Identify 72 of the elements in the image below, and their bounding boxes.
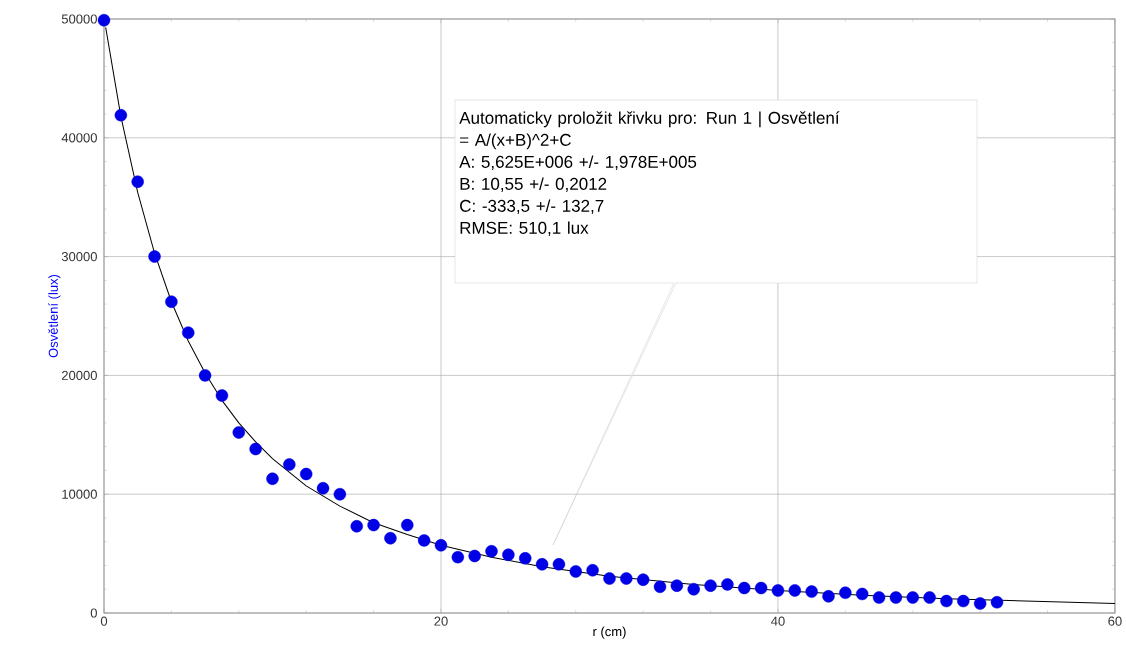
y-tick-label: 20000 <box>61 370 97 380</box>
point <box>569 565 582 578</box>
point <box>990 596 1004 609</box>
x-axis-title: r (cm) <box>593 626 626 639</box>
point <box>889 591 903 604</box>
y-tick-label: 50000 <box>61 14 97 24</box>
point <box>266 472 279 485</box>
annotation: C: -333,5 +/- 132,7 <box>460 199 604 214</box>
point <box>316 482 330 495</box>
x-tick-label: 40 <box>771 616 785 626</box>
y-tick-label: 40000 <box>61 133 97 143</box>
point <box>299 467 313 481</box>
point <box>434 539 448 552</box>
point <box>283 458 296 471</box>
point <box>653 580 667 594</box>
point <box>232 426 245 439</box>
point <box>872 591 886 604</box>
y-tick-label: 0 <box>90 608 97 618</box>
point <box>754 581 768 595</box>
point <box>148 250 161 263</box>
point <box>249 442 262 456</box>
point <box>805 585 818 598</box>
point <box>687 583 700 596</box>
point <box>350 520 363 533</box>
point <box>636 573 650 586</box>
point <box>131 175 144 188</box>
annotation: B: 10,55 +/- 0,2012 <box>460 177 607 192</box>
point <box>704 579 717 592</box>
point <box>721 578 734 591</box>
point <box>906 591 919 604</box>
point <box>839 586 852 599</box>
point <box>552 558 566 571</box>
annotation: = A/(x+B)^2+C <box>460 133 571 150</box>
point <box>788 584 802 597</box>
point <box>451 550 465 564</box>
annotation: RMSE: 510,1 lux <box>460 221 589 236</box>
y-tick-label: 30000 <box>61 251 97 262</box>
y-axis-title: Osvětlení (lux) <box>48 274 61 358</box>
point <box>535 558 549 571</box>
point <box>856 587 869 601</box>
point <box>485 545 498 558</box>
x-tick-label: 0 <box>100 616 108 626</box>
point <box>417 534 431 547</box>
point <box>114 109 128 122</box>
annotation: A: 5,625E+006 +/- 1,978E+005 <box>459 155 697 170</box>
point <box>367 518 380 532</box>
point <box>620 572 633 585</box>
point <box>586 564 599 577</box>
y-tick-label: 10000 <box>62 489 97 499</box>
point <box>973 597 987 610</box>
point <box>333 488 347 501</box>
point <box>603 572 616 585</box>
point <box>940 594 953 608</box>
point <box>198 369 212 382</box>
point <box>771 584 785 597</box>
point <box>670 579 684 592</box>
point <box>97 13 111 27</box>
point <box>502 548 515 561</box>
point <box>215 389 229 402</box>
x-tick-label: 60 <box>1108 616 1122 626</box>
point <box>468 549 481 563</box>
point <box>738 581 751 595</box>
x-tick-label: 20 <box>434 616 448 626</box>
point <box>923 591 936 604</box>
point <box>957 594 970 608</box>
point <box>822 590 835 603</box>
point <box>519 552 532 565</box>
point <box>384 531 397 545</box>
point <box>401 518 414 532</box>
point <box>182 326 195 339</box>
point <box>165 295 178 308</box>
annotation: Automaticky proložit křivku pro: Run 1 | Osvětlení <box>459 111 840 128</box>
